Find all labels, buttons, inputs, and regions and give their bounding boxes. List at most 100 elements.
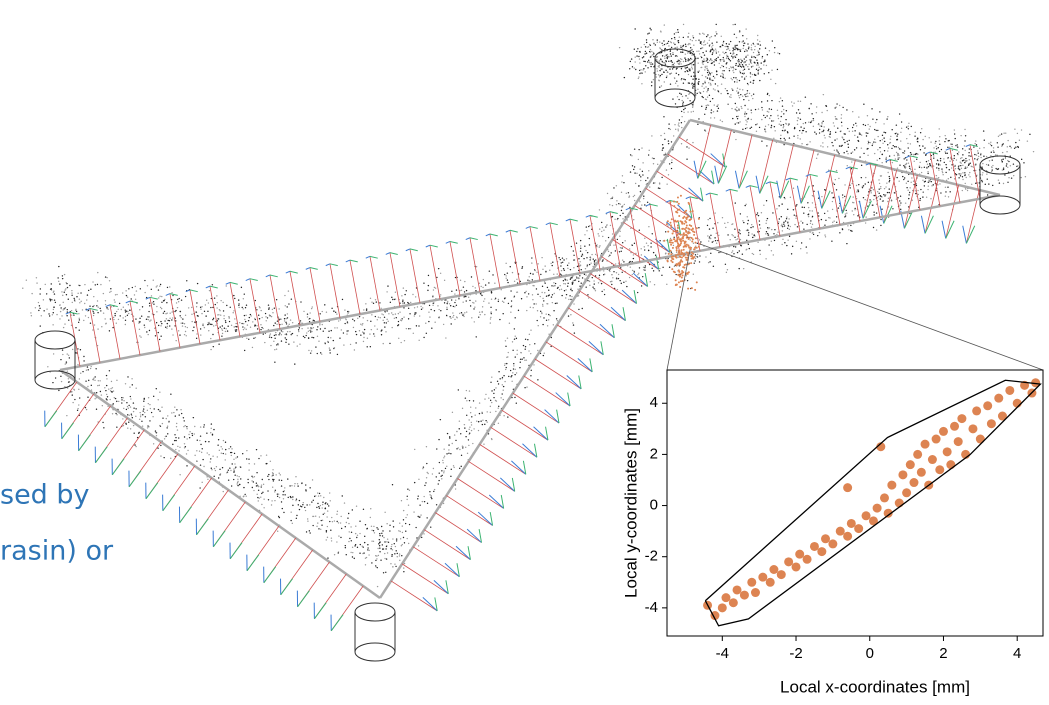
cloud-dot — [516, 402, 517, 403]
cloud-dot — [781, 116, 782, 117]
cloud-dot — [147, 427, 148, 428]
cloud-dot — [72, 302, 73, 303]
cloud-dot — [644, 249, 645, 250]
hatch — [391, 581, 437, 611]
cloud-dot — [379, 539, 380, 540]
cloud-dot — [735, 77, 736, 78]
cloud-dot — [645, 65, 646, 66]
cloud-dot — [676, 61, 677, 62]
cloud-dot — [712, 228, 713, 229]
cloud-dot — [284, 320, 285, 321]
cloud-dot — [927, 189, 928, 190]
cloud-dot — [206, 433, 207, 434]
cloud-dot — [702, 64, 703, 65]
cloud-dot — [810, 121, 811, 122]
cloud-dot — [723, 77, 724, 78]
cloud-dot — [710, 235, 711, 236]
cloud-dot — [423, 282, 424, 283]
cloud-dot — [112, 327, 113, 328]
cloud-dot — [730, 53, 731, 54]
cloud-dot — [455, 440, 456, 441]
cloud-dot — [320, 328, 321, 329]
cloud-dot — [585, 268, 586, 269]
cloud-dot — [750, 227, 751, 228]
cloud-dot — [218, 477, 219, 478]
cloud-dot — [194, 426, 195, 427]
cloud-dot — [196, 460, 197, 461]
cloud-dot — [570, 299, 571, 300]
axis-glyph — [739, 171, 747, 189]
cloud-dot — [233, 468, 234, 469]
cloud-dot — [634, 166, 635, 167]
cloud-dot — [890, 136, 891, 137]
cloud-dot — [764, 129, 765, 130]
cloud-dot — [992, 185, 993, 186]
cloud-dot — [498, 383, 499, 384]
cloud-dot — [851, 161, 852, 162]
cloud-dot — [900, 195, 901, 196]
cloud-dot — [962, 148, 963, 149]
cloud-dot — [449, 303, 450, 304]
cloud-dot — [688, 33, 689, 34]
cloud-dot — [889, 178, 890, 179]
cloud-dot — [233, 310, 234, 311]
cloud-dot — [678, 256, 679, 257]
cloud-dot — [632, 165, 633, 166]
cloud-dot — [686, 275, 687, 276]
cloud-dot — [635, 56, 636, 57]
cloud-dot — [670, 129, 671, 130]
cloud-dot — [546, 303, 547, 304]
cloud-dot — [846, 243, 847, 244]
cloud-dot — [642, 171, 643, 172]
cloud-dot — [548, 290, 549, 291]
cloud-dot — [968, 163, 969, 164]
cloud-dot — [721, 36, 722, 37]
cloud-dot — [325, 507, 326, 508]
cloud-dot — [807, 202, 808, 203]
cloud-dot — [657, 42, 658, 43]
cloud-dot — [94, 398, 95, 399]
cloud-dot — [525, 339, 526, 340]
cloud-dot — [954, 158, 955, 159]
cloud-dot — [120, 315, 121, 316]
cloud-dot — [880, 196, 881, 197]
cloud-dot — [713, 266, 714, 267]
cloud-dot — [359, 533, 360, 534]
cloud-dot — [709, 95, 710, 96]
cloud-dot — [733, 77, 734, 78]
cloud-dot — [226, 285, 227, 286]
cloud-dot — [139, 309, 140, 310]
cloud-dot — [834, 150, 835, 151]
cloud-dot — [552, 302, 553, 303]
cloud-dot — [823, 94, 824, 95]
cloud-dot — [933, 165, 934, 166]
cloud-dot — [629, 261, 630, 262]
cloud-dot — [303, 311, 304, 312]
cloud-dot — [116, 414, 117, 415]
cloud-dot — [579, 275, 580, 276]
cloud-dot — [898, 157, 899, 158]
cloud-dot — [283, 498, 284, 499]
cloud-dot — [619, 280, 620, 281]
cloud-dot — [718, 51, 719, 52]
cloud-dot — [430, 309, 431, 310]
cloud-dot — [470, 412, 471, 413]
cloud-dot — [283, 491, 284, 492]
cloud-dot — [362, 323, 363, 324]
cloud-dot — [97, 272, 98, 273]
cloud-dot — [668, 123, 669, 124]
cloud-dot — [878, 179, 879, 180]
cloud-dot — [1019, 140, 1020, 141]
cloud-dot — [329, 492, 330, 493]
cloud-dot — [808, 121, 809, 122]
cloud-dot — [872, 118, 873, 119]
cloud-dot — [463, 286, 464, 287]
cloud-dot — [874, 195, 875, 196]
cloud-dot — [780, 121, 781, 122]
cloud-dot — [710, 50, 711, 51]
cloud-dot — [327, 341, 328, 342]
cloud-dot — [414, 315, 415, 316]
cloud-dot — [123, 307, 124, 308]
cloud-dot — [82, 309, 83, 310]
cloud-dot — [745, 124, 746, 125]
